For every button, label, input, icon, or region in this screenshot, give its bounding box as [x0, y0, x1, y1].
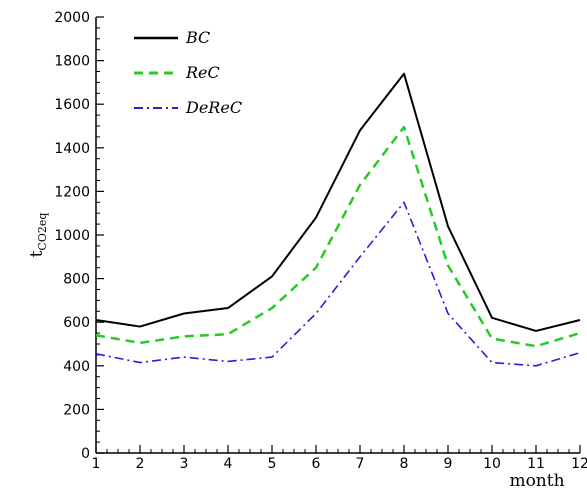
y-tick-label: 400: [63, 359, 90, 375]
x-axis-label: month: [509, 471, 564, 491]
x-tick-label: 2: [136, 456, 145, 472]
legend-label-bc: BC: [185, 28, 210, 47]
y-tick-label: 200: [63, 402, 90, 418]
y-tick-label: 1800: [54, 54, 90, 70]
y-tick-label: 1400: [54, 141, 90, 157]
legend-label-derec: DeReC: [185, 98, 242, 117]
y-tick-label: 1600: [54, 97, 90, 113]
x-tick-label: 5: [268, 456, 277, 472]
y-tick-label: 1000: [54, 228, 90, 244]
x-tick-label: 3: [180, 456, 189, 472]
x-tick-label: 7: [356, 456, 365, 472]
y-tick-label: 2000: [54, 10, 90, 26]
y-tick-label: 0: [81, 446, 90, 462]
x-tick-label: 10: [483, 456, 501, 472]
x-tick-label: 8: [400, 456, 409, 472]
series-line-derec: [95, 201, 581, 367]
x-tick-label: 9: [444, 456, 453, 472]
legend: BC ReC DeReC: [134, 28, 242, 117]
y-tick-label: 1200: [54, 184, 90, 200]
y-axis-label: tCO2eq: [27, 213, 49, 258]
x-tick-label: 4: [224, 456, 233, 472]
y-tick-label: 800: [63, 272, 90, 288]
y-tick-label: 600: [63, 315, 90, 331]
legend-label-rec: ReC: [185, 63, 220, 82]
y-axis-label-main: t: [27, 250, 47, 257]
x-tick-label: 1: [92, 456, 101, 472]
y-axis-label-subscript: CO2eq: [36, 213, 49, 251]
x-tick-label: 6: [312, 456, 321, 472]
series-lines: [95, 72, 581, 367]
series-line-bc: [95, 72, 581, 332]
x-tick-label: 12: [571, 456, 587, 472]
series-line-rec: [95, 125, 581, 348]
x-tick-label: 11: [527, 456, 545, 472]
